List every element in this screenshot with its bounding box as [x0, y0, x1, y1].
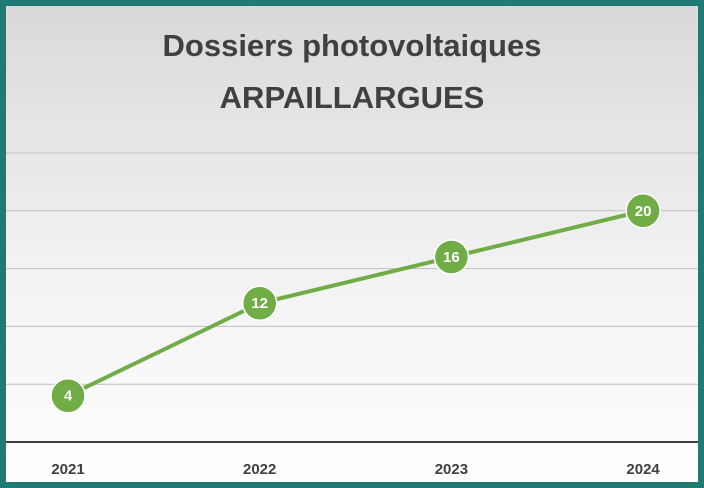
marker	[433, 239, 470, 275]
x-tick-label: 2024	[626, 461, 660, 478]
line	[67, 208, 644, 398]
chart-subtitle: ARPAILLARGUES	[220, 80, 485, 115]
x-tick-label: 2023	[435, 461, 468, 478]
x-tick-label: 2021	[51, 461, 84, 478]
data-label: 16	[443, 249, 460, 266]
data-label: 20	[635, 203, 652, 220]
data-label: 12	[251, 295, 268, 312]
marker	[241, 285, 278, 322]
x-tick-label: 2022	[243, 461, 276, 478]
marker	[625, 193, 661, 229]
data-label: 4	[64, 388, 73, 405]
chart-title: Dossiers photovoltaiques	[163, 28, 542, 63]
marker	[50, 378, 86, 414]
